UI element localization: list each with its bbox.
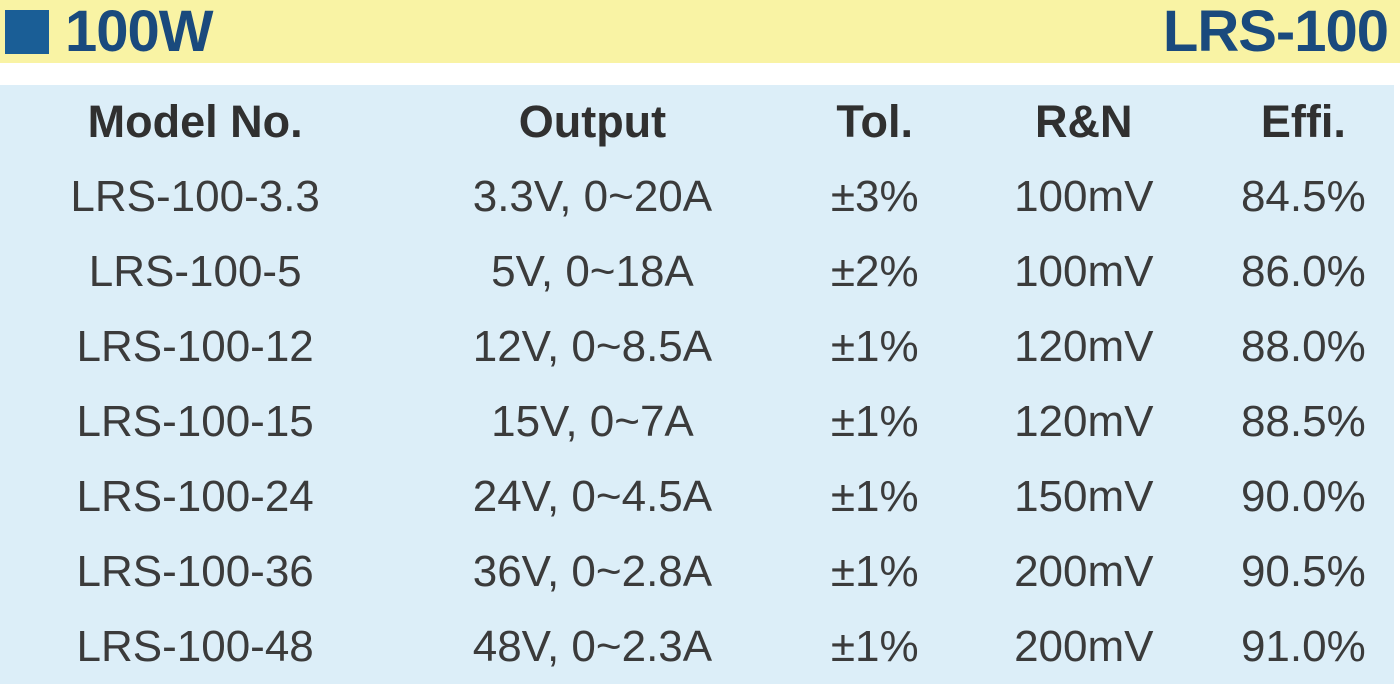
cell-ripple-noise: 100mV [1014, 172, 1154, 222]
cell-efficiency: 88.5% [1240, 396, 1366, 446]
cell-tolerance: ±2% [830, 247, 919, 297]
cell-efficiency: 90.5% [1240, 546, 1366, 596]
wattage-title: 100W [65, 0, 214, 64]
cell-model-no: LRS-100-12 [76, 322, 314, 372]
table-row: LRS-100-24 24V, 0~4.5A ±1% 150mV 90.0% [0, 459, 1394, 534]
cell-tolerance: ±3% [830, 172, 919, 222]
table-row: LRS-100-3.3 3.3V, 0~20A ±3% 100mV 84.5% [0, 160, 1394, 235]
table-header-row: Model No. Output Tol. R&N Effi. [0, 85, 1394, 160]
cell-efficiency: 90.0% [1240, 471, 1366, 521]
cell-tolerance: ±1% [830, 471, 919, 521]
cell-ripple-noise: 150mV [1014, 471, 1154, 521]
cell-output: 12V, 0~8.5A [472, 322, 713, 372]
table-row: LRS-100-12 12V, 0~8.5A ±1% 120mV 88.0% [0, 310, 1394, 385]
cell-model-no: LRS-100-15 [76, 396, 314, 446]
cell-tolerance: ±1% [830, 621, 919, 671]
section-header-bar: 100W LRS-100 [0, 0, 1400, 63]
column-header-efficiency: Effi. [1260, 96, 1346, 148]
table-row: LRS-100-15 15V, 0~7A ±1% 120mV 88.5% [0, 385, 1394, 460]
cell-output: 48V, 0~2.3A [472, 621, 713, 671]
spec-table: Model No. Output Tol. R&N Effi. LRS-100-… [0, 85, 1394, 684]
cell-model-no: LRS-100-3.3 [70, 172, 320, 222]
cell-output: 3.3V, 0~20A [472, 172, 713, 222]
cell-ripple-noise: 120mV [1014, 322, 1154, 372]
cell-model-no: LRS-100-36 [76, 546, 314, 596]
cell-output: 15V, 0~7A [491, 396, 694, 446]
cell-ripple-noise: 200mV [1014, 621, 1154, 671]
cell-ripple-noise: 200mV [1014, 546, 1154, 596]
column-header-ripple-noise: R&N [1035, 96, 1133, 148]
cell-ripple-noise: 120mV [1014, 396, 1154, 446]
header-table-gap [0, 63, 1400, 85]
cell-model-no: LRS-100-5 [88, 247, 302, 297]
column-header-output: Output [518, 96, 667, 148]
cell-tolerance: ±1% [830, 546, 919, 596]
cell-output: 36V, 0~2.8A [472, 546, 713, 596]
series-title: LRS-100 [1162, 0, 1389, 64]
cell-efficiency: 88.0% [1240, 322, 1366, 372]
cell-efficiency: 91.0% [1240, 621, 1366, 671]
column-header-tolerance: Tol. [836, 96, 914, 148]
cell-tolerance: ±1% [830, 396, 919, 446]
table-row: LRS-100-36 36V, 0~2.8A ±1% 200mV 90.5% [0, 534, 1394, 609]
cell-efficiency: 84.5% [1240, 172, 1366, 222]
cell-model-no: LRS-100-48 [76, 621, 314, 671]
cell-ripple-noise: 100mV [1014, 247, 1154, 297]
accent-square-icon [5, 9, 49, 54]
table-row: LRS-100-5 5V, 0~18A ±2% 100mV 86.0% [0, 235, 1394, 310]
column-header-model-no: Model No. [87, 96, 303, 148]
cell-output: 24V, 0~4.5A [472, 471, 713, 521]
cell-efficiency: 86.0% [1240, 247, 1366, 297]
cell-model-no: LRS-100-24 [76, 471, 314, 521]
cell-output: 5V, 0~18A [491, 247, 694, 297]
table-row: LRS-100-48 48V, 0~2.3A ±1% 200mV 91.0% [0, 609, 1394, 684]
cell-tolerance: ±1% [830, 322, 919, 372]
